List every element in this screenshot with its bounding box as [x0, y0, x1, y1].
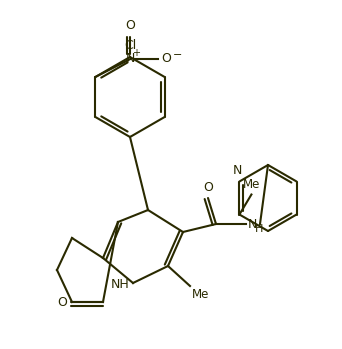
Text: O: O: [126, 19, 135, 32]
Text: N: N: [248, 217, 258, 230]
Text: N: N: [126, 52, 135, 66]
Text: +: +: [132, 48, 140, 58]
Text: O: O: [161, 52, 171, 66]
Text: Cl: Cl: [124, 39, 136, 52]
Text: N: N: [233, 164, 242, 178]
Text: NH: NH: [110, 279, 129, 291]
Text: H: H: [255, 224, 263, 234]
Text: Me: Me: [192, 288, 209, 301]
Text: O: O: [57, 296, 67, 309]
Text: O: O: [203, 181, 213, 194]
Text: −: −: [172, 50, 182, 60]
Text: Me: Me: [243, 178, 260, 192]
